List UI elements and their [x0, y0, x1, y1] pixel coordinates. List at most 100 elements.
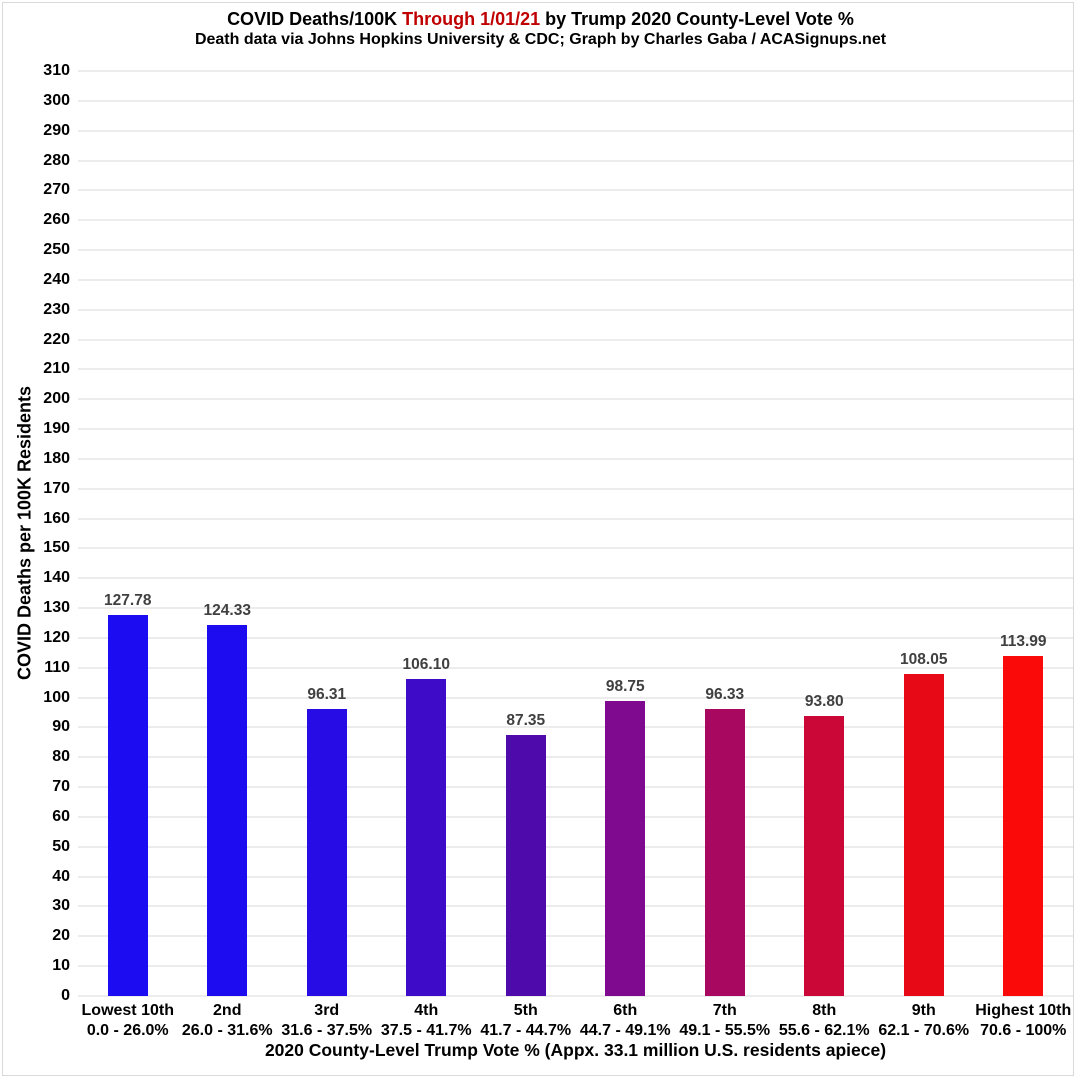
gridline [78, 518, 1073, 520]
x-category-name: 9th [911, 1002, 936, 1019]
bar-slot: 106.10 4th 37.5 - 41.7% [377, 71, 477, 1039]
gridline [78, 130, 1073, 132]
gridline [78, 398, 1073, 400]
bar-slot: 124.33 2nd 26.0 - 31.6% [178, 71, 278, 1039]
bar-value-label: 108.05 [900, 650, 948, 668]
gridline [78, 488, 1073, 490]
x-category-label: 6th 44.7 - 49.1% [564, 1001, 687, 1041]
gridline [78, 876, 1073, 878]
bar [207, 625, 248, 996]
bar-value-label: 96.31 [307, 685, 347, 703]
bar [406, 679, 447, 996]
gridline [78, 339, 1073, 341]
x-category-label: 5th 41.7 - 44.7% [464, 1001, 587, 1041]
bar-value-label: 113.99 [999, 632, 1047, 650]
chart-header: COVID Deaths/100K Through 1/01/21 by Tru… [0, 8, 1081, 50]
x-category-name: Lowest 10th [81, 1002, 174, 1019]
x-category-name: 7th [712, 1002, 737, 1019]
x-category-range: 41.7 - 44.7% [480, 1022, 572, 1039]
bar-slot: 96.31 3rd 31.6 - 37.5% [277, 71, 377, 1039]
gridline [78, 100, 1073, 102]
x-category-label: 3rd 31.6 - 37.5% [265, 1001, 388, 1041]
gridline [78, 577, 1073, 579]
x-category-label: Highest 10th 70.6 - 100% [962, 1001, 1081, 1041]
bar-slot: 127.78 Lowest 10th 0.0 - 26.0% [78, 71, 178, 1039]
x-category-name: 8th [812, 1002, 837, 1019]
x-category-name: Highest 10th [975, 1002, 1072, 1019]
gridline [78, 219, 1073, 221]
bar-slot: 87.35 5th 41.7 - 44.7% [476, 71, 576, 1039]
x-category-range: 49.1 - 55.5% [679, 1022, 771, 1039]
bar-slot: 96.33 7th 49.1 - 55.5% [675, 71, 775, 1039]
chart-subtitle: Death data via Johns Hopkins University … [194, 31, 887, 48]
x-category-name: 6th [613, 1002, 638, 1019]
x-axis-title: 2020 County-Level Trump Vote % (Appx. 33… [264, 1040, 887, 1060]
bar [903, 673, 944, 996]
gridline [78, 995, 1073, 997]
bar-value-label: 106.10 [402, 656, 450, 674]
gridline [78, 935, 1073, 937]
x-category-range: 0.0 - 26.0% [86, 1022, 169, 1039]
gridline [78, 547, 1073, 549]
x-category-label: 2nd 26.0 - 31.6% [166, 1001, 289, 1041]
bar-value-label: 124.33 [203, 602, 251, 620]
x-category-range: 55.6 - 62.1% [778, 1022, 870, 1039]
gridline [78, 816, 1073, 818]
bar [306, 708, 347, 996]
bar [605, 701, 646, 996]
gridline [78, 428, 1073, 430]
bar-value-label: 93.80 [804, 693, 844, 711]
bar-value-label: 98.75 [605, 678, 645, 696]
x-category-range: 62.1 - 70.6% [878, 1022, 970, 1039]
gridline [78, 726, 1073, 728]
gridline [78, 279, 1073, 281]
x-category-name: 2nd [213, 1002, 242, 1019]
x-category-name: 4th [414, 1002, 439, 1019]
x-category-range: 26.0 - 31.6% [181, 1022, 273, 1039]
bar [804, 716, 845, 996]
bar [704, 708, 745, 996]
bar [505, 735, 546, 996]
x-category-label: 8th 55.6 - 62.1% [763, 1001, 886, 1041]
bar-value-label: 87.35 [506, 712, 546, 730]
x-category-label: Lowest 10th 0.0 - 26.0% [66, 1001, 189, 1041]
gridline [78, 667, 1073, 669]
bar-slot: 113.99 Highest 10th 70.6 - 100% [974, 71, 1074, 1039]
x-category-range: 44.7 - 49.1% [579, 1022, 671, 1039]
gridline [78, 846, 1073, 848]
bar-value-label: 127.78 [104, 591, 152, 609]
x-category-name: 3rd [314, 1002, 340, 1019]
x-category-label: 4th 37.5 - 41.7% [365, 1001, 488, 1041]
plot-area: 0 10 20 30 40 50 60 70 80 90 100 110 120 130 140 150 160… [43, 63, 1074, 1039]
bar-slot: 93.80 8th 55.6 - 62.1% [775, 71, 875, 1039]
gridline [78, 905, 1073, 907]
gridline [78, 249, 1073, 251]
gridline [78, 458, 1073, 460]
x-category-range: 70.6 - 100% [980, 1022, 1067, 1039]
gridline [78, 786, 1073, 788]
y-axis-title: COVID Deaths per 100K Residents [14, 385, 35, 681]
bar-slot: 108.05 9th 62.1 - 70.6% [874, 71, 974, 1039]
x-category-range: 37.5 - 41.7% [380, 1022, 472, 1039]
gridline [78, 607, 1073, 609]
chart-title-text: COVID Deaths/100K [227, 9, 403, 29]
bar-value-label: 96.33 [705, 685, 745, 703]
gridline [78, 756, 1073, 758]
bar [1003, 655, 1044, 996]
gridline [78, 70, 1073, 72]
chart-title: COVID Deaths/100K Through 1/01/21 by Tru… [0, 8, 1081, 30]
bar-slot: 98.75 6th 44.7 - 49.1% [576, 71, 676, 1039]
gridline [78, 697, 1073, 699]
chart-title-text-after: by Trump 2020 County-Level Vote % [540, 9, 854, 29]
gridline [78, 368, 1073, 370]
chart-title-date-highlight: Through 1/01/21 [402, 9, 541, 29]
x-category-label: 9th 62.1 - 70.6% [862, 1001, 985, 1041]
gridline [78, 189, 1073, 191]
x-category-range: 31.6 - 37.5% [281, 1022, 373, 1039]
gridline [78, 160, 1073, 162]
bar [107, 614, 148, 996]
gridline [78, 309, 1073, 311]
x-category-label: 7th 49.1 - 55.5% [663, 1001, 786, 1041]
gridline [78, 965, 1073, 967]
gridline [78, 637, 1073, 639]
